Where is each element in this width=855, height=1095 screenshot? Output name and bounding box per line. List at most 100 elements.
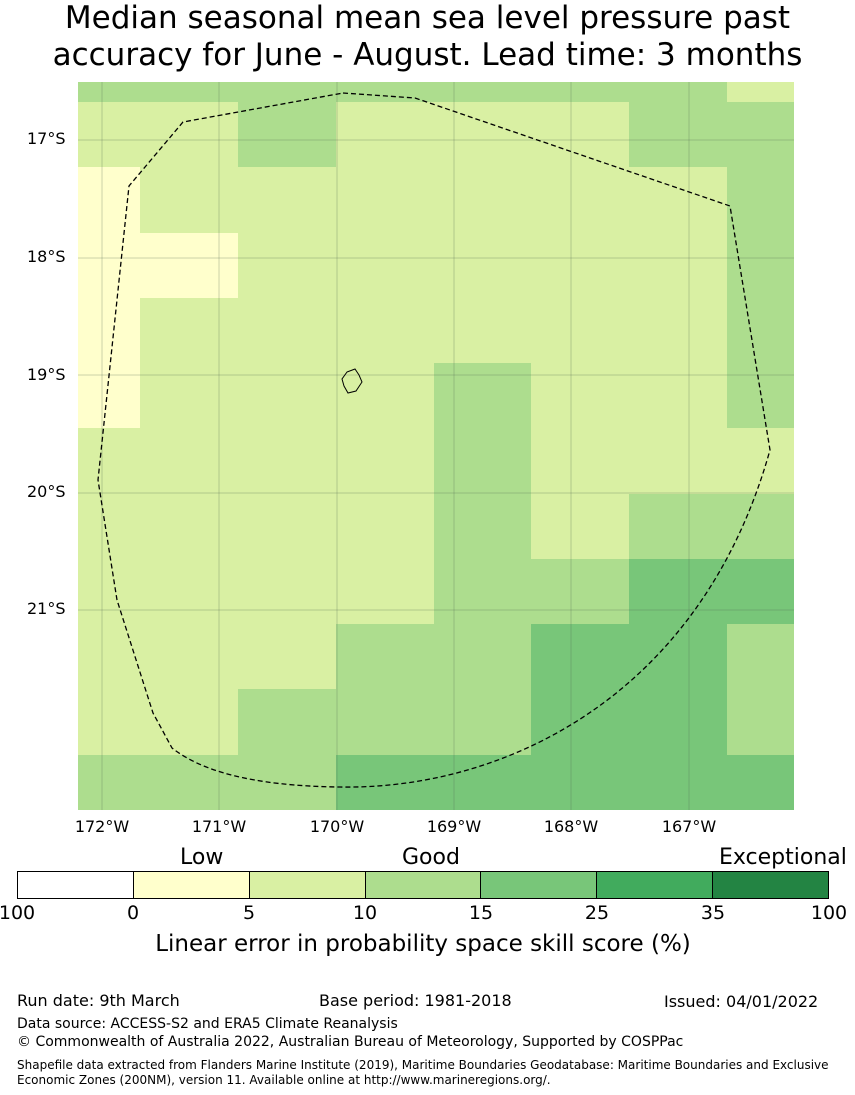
lat-label-20s: 20°S	[27, 482, 66, 501]
colorbar-title: Linear error in probability space skill …	[155, 931, 691, 957]
data-source: Data source: ACCESS-S2 and ERA5 Climate …	[17, 1016, 398, 1032]
grid-cell	[238, 82, 336, 102]
grid-cell	[434, 755, 531, 810]
grid-cell	[336, 167, 434, 233]
grid-cell	[140, 82, 238, 102]
grid-cell	[531, 233, 629, 298]
grid-cell	[140, 363, 238, 428]
title-line-2: accuracy for June - August. Lead time: 3…	[52, 37, 803, 73]
colorbar-tick: 0	[126, 902, 140, 924]
grid-cell	[434, 559, 531, 624]
grid-cell	[78, 624, 140, 689]
grid-cell	[531, 82, 629, 102]
grid-cell	[78, 559, 140, 624]
grid-cell	[727, 755, 794, 810]
grid-cell	[727, 167, 794, 233]
lon-label-170w: 170°W	[309, 817, 365, 836]
grid-cell	[238, 167, 336, 233]
grid-cell	[140, 494, 238, 559]
lat-label-21s: 21°S	[27, 599, 66, 618]
colorbar-segment	[713, 872, 829, 898]
grid-cell	[238, 689, 336, 755]
grid-cell	[531, 755, 629, 810]
grid-cell	[140, 559, 238, 624]
category-exceptional: Exceptional	[719, 845, 847, 870]
lat-label-18s: 18°S	[27, 247, 66, 266]
grid-cell	[727, 102, 794, 167]
colorbar-tick: 15	[468, 902, 494, 924]
grid-cell	[531, 624, 629, 689]
skill-score-map	[78, 82, 794, 810]
base-period: Base period: 1981-2018	[319, 991, 512, 1010]
run-date: Run date: 9th March	[17, 991, 180, 1010]
grid-cell	[629, 494, 727, 559]
colorbar-segment	[133, 872, 250, 898]
grid-cell	[434, 428, 531, 494]
grid-cell	[238, 298, 336, 363]
grid-cell	[336, 559, 434, 624]
grid-cell	[78, 755, 140, 810]
grid-cell	[434, 298, 531, 363]
colorbar-tick: 5	[242, 902, 256, 924]
grid-cell	[531, 689, 629, 755]
grid-cell	[434, 82, 531, 102]
grid-cell	[629, 428, 727, 494]
grid-cell	[727, 559, 794, 624]
grid-cell	[434, 167, 531, 233]
grid-cell	[140, 428, 238, 494]
grid-cell	[238, 102, 336, 167]
grid-cell	[336, 494, 434, 559]
lon-label-171w: 171°W	[191, 817, 247, 836]
lon-label-172w: 172°W	[74, 817, 130, 836]
grid-cell	[629, 689, 727, 755]
lon-label-168w: 168°W	[543, 817, 599, 836]
grid-cell	[78, 102, 140, 167]
grid-cell	[727, 363, 794, 428]
grid-cell	[140, 689, 238, 755]
grid-cell	[78, 363, 140, 428]
grid-cell	[629, 559, 727, 624]
grid-cell	[629, 298, 727, 363]
grid-cell	[727, 624, 794, 689]
grid-cell	[336, 363, 434, 428]
grid-cell	[238, 233, 336, 298]
colorbar-tick: 35	[700, 902, 726, 924]
grid-cell	[629, 755, 727, 810]
shapefile-credit: Shapefile data extracted from Flanders M…	[17, 1058, 829, 1087]
grid-cell	[336, 755, 434, 810]
grid-cell	[727, 233, 794, 298]
title-line-1: Median seasonal mean sea level pressure …	[64, 0, 791, 36]
grid-cell	[629, 102, 727, 167]
grid-cell	[531, 363, 629, 428]
grid-cell	[629, 624, 727, 689]
lon-label-169w: 169°W	[426, 817, 482, 836]
lat-label-19s: 19°S	[27, 365, 66, 384]
grid-cell	[531, 167, 629, 233]
grid-cell	[238, 559, 336, 624]
map-title: Median seasonal mean sea level pressure …	[0, 0, 855, 74]
lon-label-167w: 167°W	[661, 817, 717, 836]
grid-cell	[629, 82, 727, 102]
grid-cell	[140, 755, 238, 810]
copyright-notice: © Commonwealth of Australia 2022, Austra…	[17, 1034, 684, 1050]
colorbar-tick: 100	[810, 902, 848, 924]
issued-date: Issued: 04/01/2022	[664, 992, 819, 1011]
colorbar-segment	[597, 872, 714, 898]
grid-cell	[336, 102, 434, 167]
grid-cell	[434, 624, 531, 689]
grid-cell	[140, 298, 238, 363]
colorbar-tick: 10	[352, 902, 378, 924]
grid-cell	[140, 624, 238, 689]
grid-cell	[629, 363, 727, 428]
island-outline	[341, 368, 363, 394]
grid-cell	[140, 102, 238, 167]
grid-cell	[727, 494, 794, 559]
grid-cell	[531, 298, 629, 363]
grid-cell	[434, 689, 531, 755]
grid-cell	[434, 102, 531, 167]
grid-cell	[336, 689, 434, 755]
colorbar-segment	[365, 872, 482, 898]
grid-cells	[78, 82, 794, 810]
grid-cell	[140, 167, 238, 233]
colorbar-tick: 100	[0, 902, 36, 924]
